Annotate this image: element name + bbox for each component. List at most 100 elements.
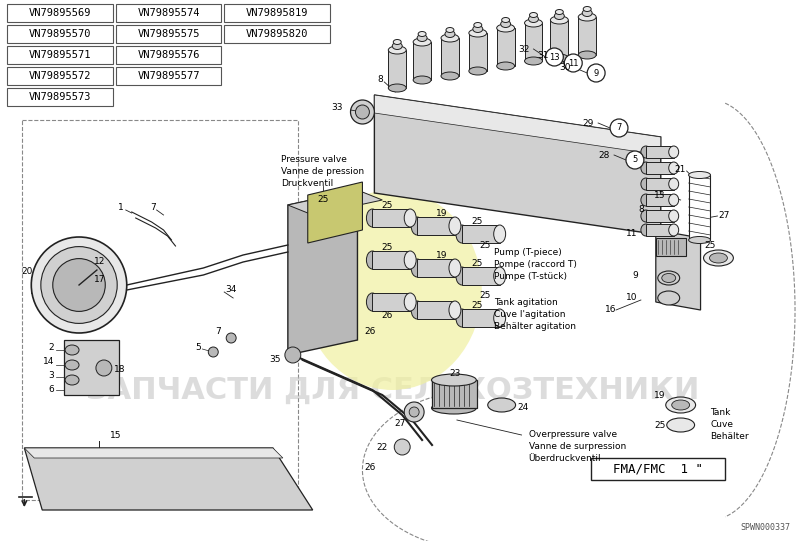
Bar (413, 42, 431, 80)
Ellipse shape (710, 253, 727, 263)
Text: VN79895570: VN79895570 (29, 29, 91, 39)
Ellipse shape (672, 400, 690, 410)
Bar (497, 28, 514, 66)
Ellipse shape (669, 146, 678, 158)
Ellipse shape (669, 194, 678, 206)
Text: 9: 9 (594, 69, 598, 77)
Bar (116, 4, 222, 22)
Text: 25: 25 (382, 201, 393, 210)
Text: 24: 24 (518, 403, 529, 412)
Ellipse shape (445, 30, 455, 37)
Circle shape (226, 333, 236, 343)
Bar (417, 217, 455, 235)
Bar (689, 175, 710, 240)
Ellipse shape (441, 34, 459, 42)
Text: VN79895574: VN79895574 (138, 8, 200, 18)
Text: 11: 11 (568, 58, 578, 68)
Text: 26: 26 (364, 327, 375, 337)
Text: 11: 11 (626, 229, 638, 239)
Text: 27: 27 (718, 210, 730, 220)
Text: 25: 25 (471, 260, 482, 268)
Circle shape (404, 402, 424, 422)
Ellipse shape (689, 236, 710, 243)
Text: 26: 26 (364, 464, 375, 472)
Text: 33: 33 (331, 103, 342, 113)
Text: 5: 5 (195, 344, 202, 353)
Text: 7: 7 (616, 123, 622, 133)
Bar (646, 178, 674, 190)
Text: 17: 17 (94, 275, 106, 285)
Ellipse shape (411, 217, 423, 235)
Ellipse shape (641, 178, 651, 190)
Text: 19: 19 (436, 252, 448, 261)
Bar (388, 50, 406, 88)
Bar (646, 162, 674, 174)
Ellipse shape (449, 259, 461, 277)
Polygon shape (288, 190, 382, 215)
Text: 25: 25 (479, 292, 490, 300)
Ellipse shape (388, 46, 406, 54)
Text: 6: 6 (49, 386, 54, 394)
Ellipse shape (641, 224, 651, 236)
Ellipse shape (530, 12, 538, 17)
Ellipse shape (494, 309, 506, 327)
Text: 25: 25 (317, 195, 328, 204)
Ellipse shape (658, 291, 680, 305)
Circle shape (587, 64, 605, 82)
Text: 15: 15 (110, 431, 122, 440)
Text: 8: 8 (378, 76, 383, 84)
Text: 18: 18 (114, 366, 126, 374)
Bar (7, 4, 113, 22)
Text: 14: 14 (42, 358, 54, 366)
Ellipse shape (404, 251, 416, 269)
Circle shape (285, 347, 301, 363)
Bar (417, 301, 455, 319)
Circle shape (208, 347, 218, 357)
Text: VN79895571: VN79895571 (29, 50, 91, 60)
Bar (116, 67, 222, 85)
Text: 23: 23 (450, 369, 461, 378)
Text: Pump (T-piece)
Pompe (raccord T)
Pumpe (T-stück): Pump (T-piece) Pompe (raccord T) Pumpe (… (494, 248, 577, 281)
Text: 25: 25 (471, 217, 482, 227)
Bar (64, 340, 118, 395)
Ellipse shape (578, 51, 596, 59)
Text: 28: 28 (598, 150, 610, 160)
Ellipse shape (392, 43, 402, 49)
Ellipse shape (65, 360, 79, 370)
Bar (646, 194, 674, 206)
Ellipse shape (641, 194, 651, 206)
Polygon shape (24, 448, 283, 458)
Text: 19: 19 (654, 391, 666, 399)
Ellipse shape (417, 35, 427, 42)
Text: 2: 2 (49, 344, 54, 353)
Text: 5: 5 (632, 155, 638, 164)
Ellipse shape (689, 171, 710, 179)
Bar (31, 277, 42, 293)
Ellipse shape (529, 16, 538, 23)
Bar (116, 25, 222, 43)
Ellipse shape (494, 267, 506, 285)
Ellipse shape (474, 23, 482, 28)
Text: SPWN000337: SPWN000337 (740, 524, 790, 532)
Polygon shape (374, 95, 661, 235)
Ellipse shape (554, 12, 564, 19)
Text: 8: 8 (638, 206, 644, 214)
Bar (116, 46, 222, 64)
Ellipse shape (583, 6, 591, 11)
Text: VN79895576: VN79895576 (138, 50, 200, 60)
Ellipse shape (502, 17, 510, 23)
Text: 19: 19 (436, 209, 448, 219)
Bar (432, 380, 477, 408)
Ellipse shape (641, 210, 651, 222)
Ellipse shape (366, 251, 378, 269)
Bar (417, 259, 455, 277)
Polygon shape (308, 182, 362, 243)
Bar (441, 38, 459, 76)
Text: VN79895819: VN79895819 (246, 8, 308, 18)
Ellipse shape (669, 224, 678, 236)
Ellipse shape (550, 54, 568, 62)
Ellipse shape (456, 267, 468, 285)
Text: 32: 32 (518, 44, 530, 54)
Circle shape (409, 407, 419, 417)
Ellipse shape (449, 217, 461, 235)
